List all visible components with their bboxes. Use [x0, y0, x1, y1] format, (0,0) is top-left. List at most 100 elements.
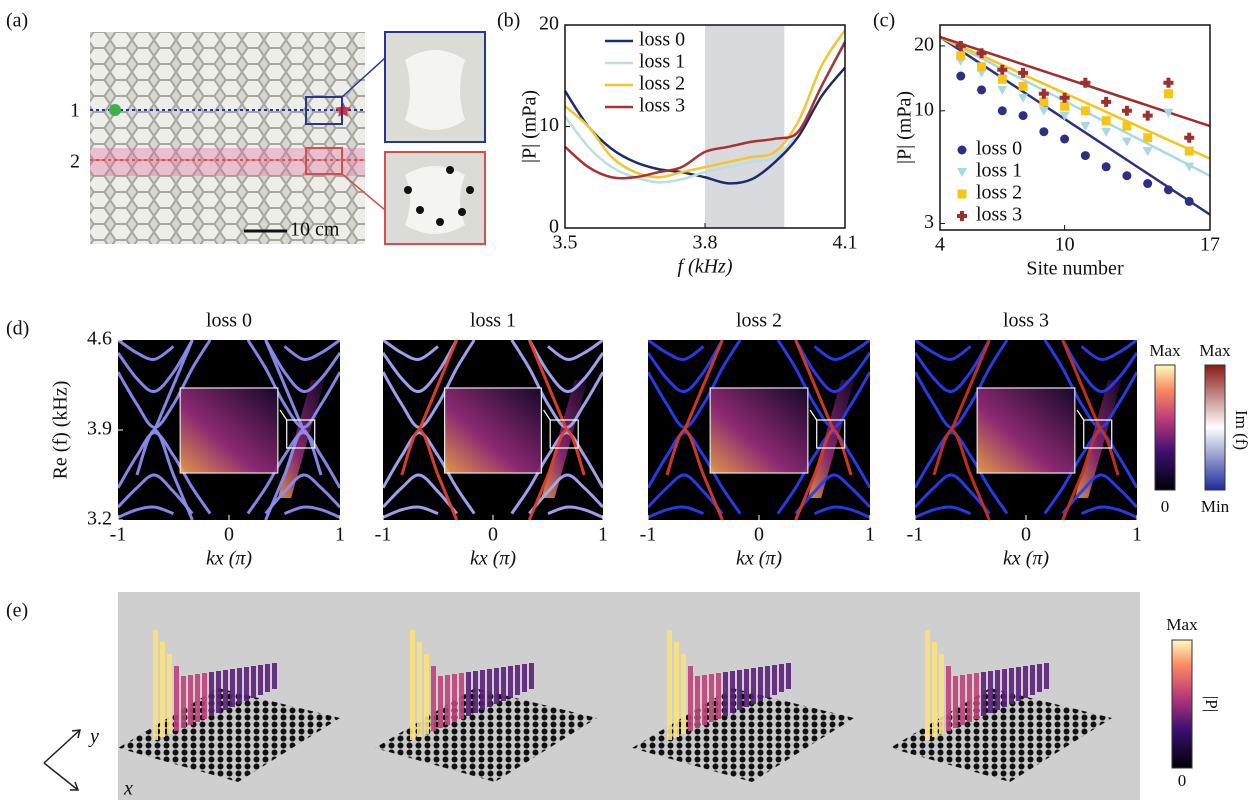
surface-bar: [160, 642, 165, 737]
surface-bar: [473, 671, 478, 713]
x-axis-label: Site number: [1026, 258, 1124, 280]
point: [1059, 92, 1070, 103]
series-line: [665, 428, 724, 520]
point: [1142, 147, 1153, 157]
point: [1080, 122, 1091, 132]
legend-label: loss 0: [976, 138, 1022, 160]
axis-3d-label: y: [88, 726, 99, 748]
surface-bar: [779, 664, 784, 692]
series-line: [564, 29, 847, 179]
legend-label: loss 3: [639, 95, 685, 117]
surface-bar: [674, 642, 679, 737]
series-line: [776, 431, 870, 515]
point: [1060, 101, 1070, 111]
series-line: [648, 505, 705, 519]
photo: 1 2 10 cm: [70, 31, 486, 245]
row-label: 1: [70, 100, 80, 122]
x-tick-label: 1: [598, 524, 608, 546]
point: [1184, 196, 1194, 206]
x-tick-label: 1: [865, 524, 875, 546]
series-line: [794, 340, 870, 393]
x-tick-label: 3.5: [553, 232, 578, 254]
point: [997, 64, 1008, 75]
band-curves: [118, 340, 340, 520]
fit-line: [939, 35, 1211, 160]
series-line: [283, 340, 340, 361]
surface-plot-group: [118, 630, 1112, 782]
y-tick-label: 20: [914, 33, 934, 55]
x-tick-label: -1: [375, 524, 392, 546]
y-tick-label: 4.6: [87, 328, 112, 350]
series-line: [563, 66, 846, 185]
surface-bar: [1016, 667, 1021, 701]
panel-label: (b): [497, 10, 520, 32]
series-line: [383, 431, 476, 515]
series-line: [813, 340, 870, 361]
point: [1101, 127, 1112, 137]
surface-bar: [1009, 668, 1014, 704]
series-line: [118, 431, 212, 515]
surface-bar: [181, 676, 186, 728]
series-line: [794, 473, 870, 515]
inset: [179, 387, 279, 474]
surface-bar: [1037, 664, 1042, 692]
zoom-box: [305, 96, 343, 125]
x-tick-label: -1: [907, 524, 924, 546]
series-line: [915, 340, 1009, 429]
lattice-base: [375, 688, 597, 782]
series-line: [794, 428, 853, 520]
legend-label: loss 1: [639, 51, 685, 73]
chart-band: loss 0 -1 0 1 3.2 3.9 4.6 kx (π) Re (f) (kHz): [50, 310, 345, 570]
legend-label: loss 3: [976, 204, 1022, 226]
surface-bar: [702, 675, 707, 725]
highlight-row: [90, 148, 365, 176]
surface-bar: [438, 676, 443, 728]
inset-pointer: [1076, 409, 1085, 421]
inset-source: [1083, 419, 1113, 449]
point: [977, 85, 987, 95]
point: [1080, 106, 1090, 116]
chart-band: loss 3 -1 0 1 kx (π): [907, 310, 1142, 570]
surface-bar: [667, 630, 672, 740]
point: [1163, 89, 1173, 99]
colorbar-max: Max: [1199, 341, 1231, 360]
series-line: [1080, 505, 1137, 519]
zoom-line: [341, 57, 386, 98]
lattice-photo: [90, 32, 365, 244]
colorbar-label: |P|: [1202, 696, 1221, 712]
series-line: [264, 473, 340, 515]
surface-bar: [1023, 666, 1028, 698]
colorbar-min: 0: [1161, 497, 1170, 516]
point: [976, 48, 987, 59]
point: [1101, 162, 1111, 172]
series-line: [118, 340, 175, 361]
point: [1059, 111, 1070, 121]
series-line: [383, 473, 458, 515]
colorbar-max: Max: [1166, 615, 1198, 634]
inset: [709, 387, 809, 474]
point: [1163, 77, 1174, 88]
series-line: [648, 340, 724, 393]
surface-bar: [688, 666, 693, 731]
series-line: [118, 473, 194, 515]
series-line: [648, 340, 705, 361]
y-tick-label: 10: [914, 98, 934, 120]
point: [1142, 110, 1153, 121]
surface-bar: [946, 666, 951, 731]
surface-bar: [988, 671, 993, 713]
surface-bar: [772, 665, 777, 695]
surface-bar: [480, 670, 485, 710]
series-line: [547, 505, 603, 519]
surface-bar: [723, 672, 728, 716]
surface-bar: [452, 674, 457, 722]
lattice-base: [890, 688, 1112, 782]
row-label: 2: [70, 151, 80, 173]
surface-bar: [995, 670, 1000, 710]
band-curves: [648, 340, 870, 520]
surface-bar: [709, 674, 714, 722]
surface-bar: [751, 668, 756, 704]
surface-bar: [529, 663, 534, 689]
surface-bar: [195, 674, 200, 722]
series-line: [264, 340, 340, 393]
